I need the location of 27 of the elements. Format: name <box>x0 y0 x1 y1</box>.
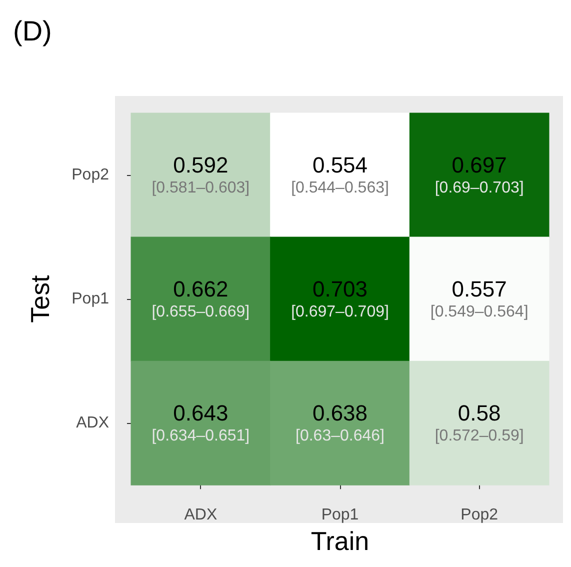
annotation: [0.544–0.563] <box>291 180 389 197</box>
data-label: 0.554 <box>312 152 368 178</box>
y-tick-label: ADX <box>76 414 110 432</box>
data-label: 0.697 <box>452 152 507 178</box>
annotation: [0.634–0.651] <box>152 428 250 445</box>
data-label: 0.557 <box>452 276 507 302</box>
annotation: [0.572–0.59] <box>434 428 524 445</box>
annotation: [0.581–0.603] <box>152 180 250 197</box>
data-label: 0.703 <box>312 276 368 302</box>
x-tick-label: Pop1 <box>321 506 359 524</box>
annotation: [0.69–0.703] <box>434 180 524 197</box>
data-label: 0.638 <box>312 400 368 426</box>
x-tick-label: ADX <box>184 506 218 524</box>
y-tick-label: Pop2 <box>72 166 110 184</box>
data-label: 0.592 <box>173 152 228 178</box>
data-label: 0.662 <box>173 276 228 302</box>
annotation: [0.697–0.709] <box>291 304 389 321</box>
x-tick-label: Pop2 <box>460 506 498 524</box>
annotation: [0.549–0.564] <box>430 304 528 321</box>
chart-title: (D) <box>13 16 52 46</box>
y-axis-title: Test <box>25 274 55 323</box>
y-tick-label: Pop1 <box>72 290 110 308</box>
annotation: [0.655–0.669] <box>152 304 250 321</box>
x-axis-title: Train <box>310 526 370 556</box>
data-label: 0.643 <box>173 400 228 426</box>
annotation: [0.63–0.646] <box>296 428 384 445</box>
data-label: 0.58 <box>458 400 501 426</box>
